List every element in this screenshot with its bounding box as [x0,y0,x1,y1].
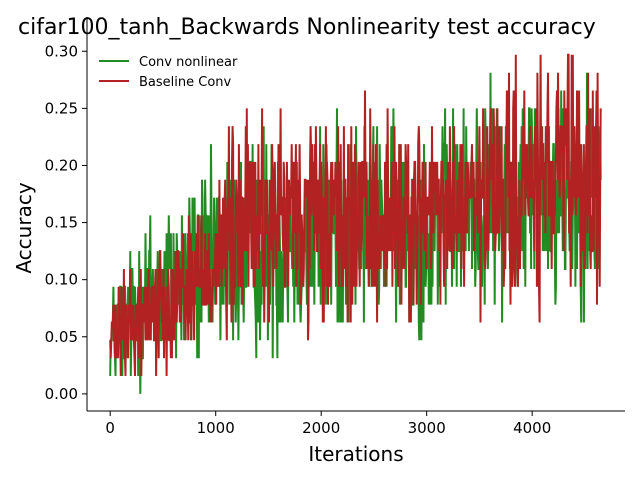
y-tick-label: 0.05 [45,328,78,346]
y-tick-label: 0.25 [45,99,78,117]
x-tick-label: 2000 [302,419,340,437]
y-tick-label: 0.10 [45,271,78,289]
y-axis-label: Accuracy [12,182,36,273]
axes: 0 1000 2000 3000 4000 0.00 0.05 0.10 0.15 0.20 0.2… [45,17,625,437]
legend-label-conv-nonlinear: Conv nonlinear [139,55,238,70]
x-tick-label: 0 [105,419,115,437]
legend: Conv nonlinear Baseline Conv [99,55,238,90]
plot-area [109,53,602,394]
x-tick-label: 1000 [197,419,235,437]
y-tick-label: 0.15 [45,214,78,232]
y-tick-label: 0.30 [45,42,78,60]
x-tick-label: 3000 [408,419,446,437]
y-tick-label: 0.20 [45,156,78,174]
x-axis-label: Iterations [308,442,403,466]
series-line-baseline-conv [109,53,602,377]
x-tick-label: 4000 [513,419,551,437]
chart-title: cifar100_tanh_Backwards Nonlinearity tes… [18,15,596,40]
legend-label-baseline-conv: Baseline Conv [139,75,232,90]
y-tick-label: 0.00 [45,385,78,403]
